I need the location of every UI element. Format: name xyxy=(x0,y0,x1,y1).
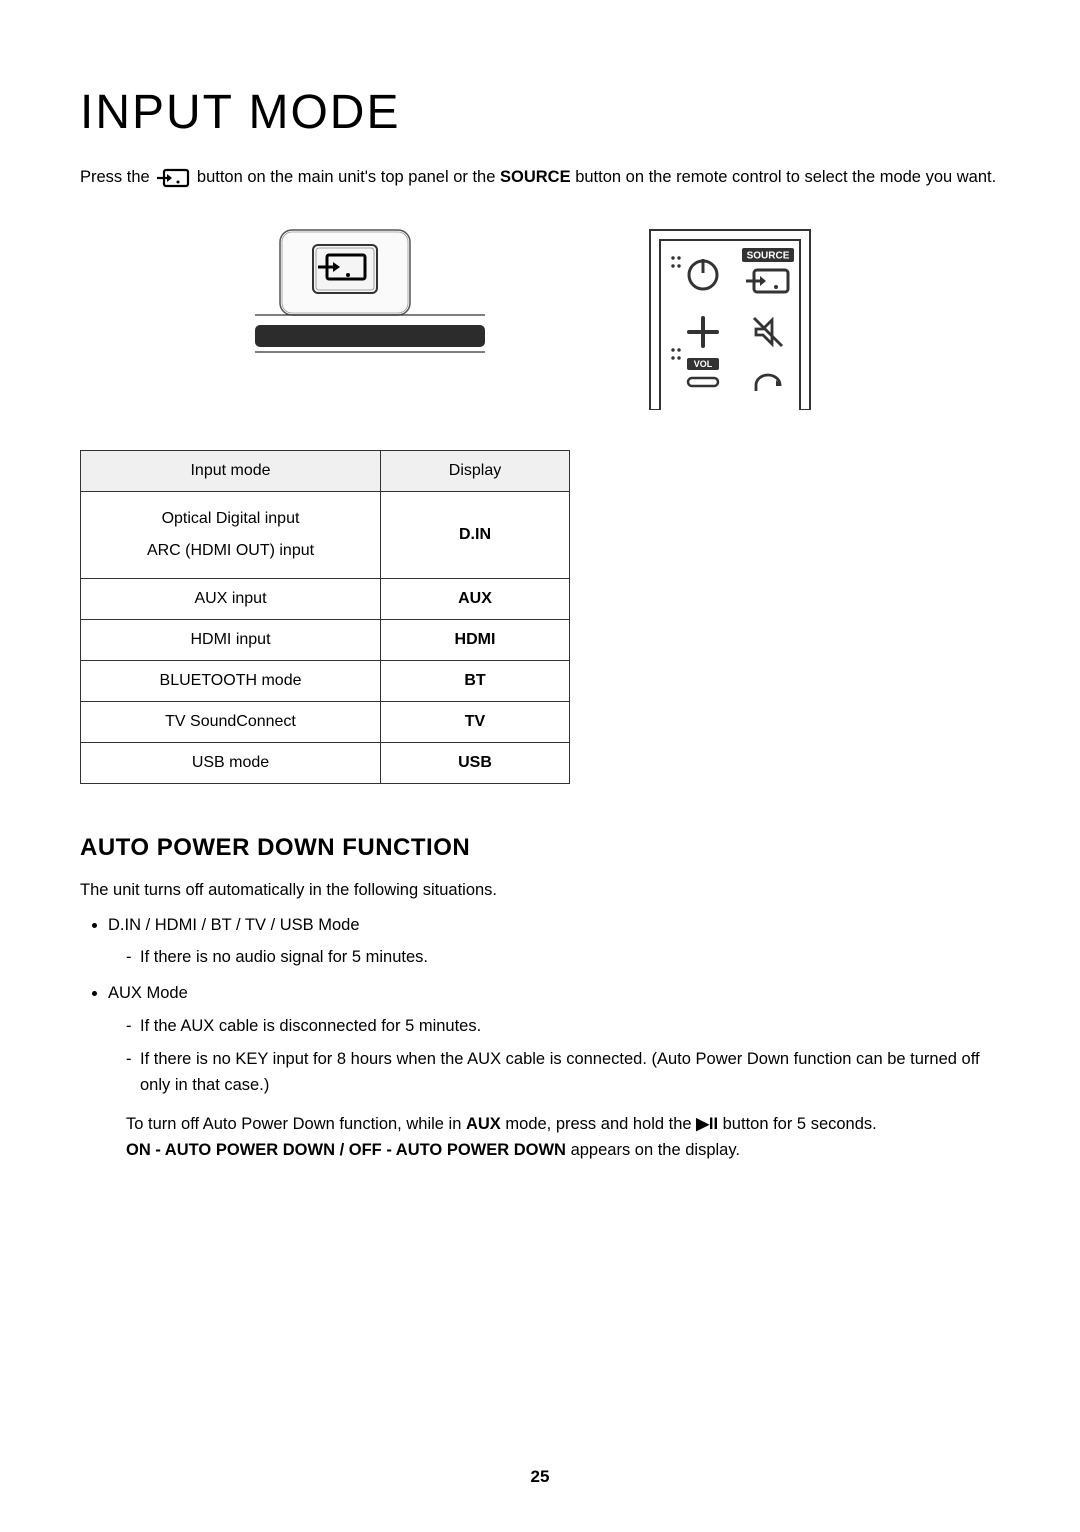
table-cell-display: BT xyxy=(381,660,570,701)
table-header-row: Input mode Display xyxy=(81,450,570,491)
table-cell-mode: USB mode xyxy=(81,742,381,783)
table-row: USB modeUSB xyxy=(81,742,570,783)
table-cell-display: D.IN xyxy=(381,491,570,578)
table-cell-mode: Optical Digital inputARC (HDMI OUT) inpu… xyxy=(81,491,381,578)
page-title: INPUT MODE xyxy=(80,85,1000,140)
table-row: AUX inputAUX xyxy=(81,578,570,619)
inner-list: If the AUX cable is disconnected for 5 m… xyxy=(108,1014,1000,1099)
source-icon-inline xyxy=(156,167,190,189)
closing-block: To turn off Auto Power Down function, wh… xyxy=(80,1112,1000,1163)
table-cell-mode: BLUETOOTH mode xyxy=(81,660,381,701)
intro-text: Press the button on the main unit's top … xyxy=(80,165,1000,190)
closing-line-2: ON - AUTO POWER DOWN / OFF - AUTO POWER … xyxy=(126,1138,1000,1164)
table-row: Optical Digital inputARC (HDMI OUT) inpu… xyxy=(81,491,570,578)
input-mode-table: Input mode Display Optical Digital input… xyxy=(80,450,570,784)
inner-list-item: If there is no audio signal for 5 minute… xyxy=(126,945,1000,971)
table-cell-display: AUX xyxy=(381,578,570,619)
list-item: AUX ModeIf the AUX cable is disconnected… xyxy=(108,981,1000,1098)
closing-aux: AUX xyxy=(466,1115,501,1133)
list-item: D.IN / HDMI / BT / TV / USB ModeIf there… xyxy=(108,913,1000,971)
closing-p1-prefix: To turn off Auto Power Down function, wh… xyxy=(126,1115,466,1133)
closing-p1-suffix: button for 5 seconds. xyxy=(718,1115,877,1133)
inner-list-item: If there is no KEY input for 8 hours whe… xyxy=(126,1047,1000,1098)
closing-p2-suffix: appears on the display. xyxy=(566,1141,740,1159)
table-cell-display: HDMI xyxy=(381,619,570,660)
table-header-mode: Input mode xyxy=(81,450,381,491)
intro-mid: button on the main unit's top panel or t… xyxy=(197,168,500,186)
table-cell-display: TV xyxy=(381,701,570,742)
source-word: SOURCE xyxy=(500,168,571,186)
main-unit-illustration xyxy=(250,220,490,360)
auto-power-heading: AUTO POWER DOWN FUNCTION xyxy=(80,834,1000,862)
intro-prefix: Press the xyxy=(80,168,154,186)
closing-p1-mid: mode, press and hold the xyxy=(501,1115,696,1133)
table-header-display: Display xyxy=(381,450,570,491)
auto-power-intro: The unit turns off automatically in the … xyxy=(80,878,1000,903)
table-cell-display: USB xyxy=(381,742,570,783)
illustrations-row: SOURCE xyxy=(80,220,1000,410)
table-row: TV SoundConnectTV xyxy=(81,701,570,742)
svg-text:VOL: VOL xyxy=(694,359,713,369)
closing-p2-bold: ON - AUTO POWER DOWN / OFF - AUTO POWER … xyxy=(126,1141,566,1159)
auto-power-list: D.IN / HDMI / BT / TV / USB ModeIf there… xyxy=(80,913,1000,1099)
intro-suffix: button on the remote control to select t… xyxy=(575,168,996,186)
table-row: HDMI inputHDMI xyxy=(81,619,570,660)
page-number: 25 xyxy=(0,1467,1080,1487)
closing-line-1: To turn off Auto Power Down function, wh… xyxy=(126,1112,1000,1138)
inner-list: If there is no audio signal for 5 minute… xyxy=(108,945,1000,971)
remote-illustration: SOURCE xyxy=(630,220,830,410)
inner-list-item: If the AUX cable is disconnected for 5 m… xyxy=(126,1014,1000,1040)
table-cell-mode: TV SoundConnect xyxy=(81,701,381,742)
svg-text:SOURCE: SOURCE xyxy=(747,250,790,261)
table-row: BLUETOOTH modeBT xyxy=(81,660,570,701)
table-cell-mode: HDMI input xyxy=(81,619,381,660)
play-pause-icon: ▶II xyxy=(696,1112,718,1138)
table-cell-mode: AUX input xyxy=(81,578,381,619)
